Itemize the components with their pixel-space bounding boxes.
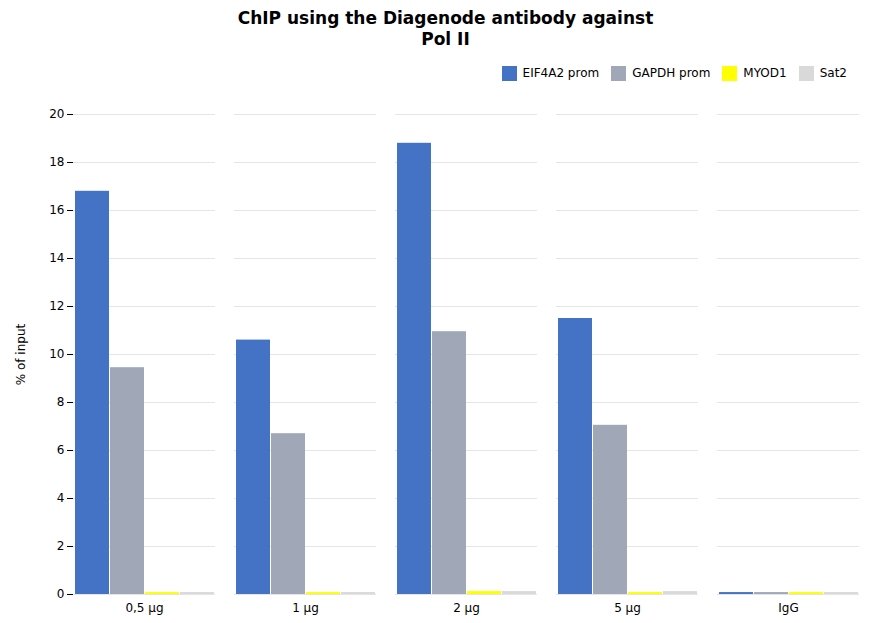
html-text:EIF4A2 prom: EIF4A2 prom bbox=[522, 66, 600, 80]
html-text:ChIP using the Diagenode antib: ChIP using the Diagenode antibody agains… bbox=[237, 8, 654, 50]
svg-text:10: 10 bbox=[49, 347, 64, 361]
svg-text:0: 0 bbox=[57, 587, 65, 601]
svg-text:4: 4 bbox=[57, 491, 65, 505]
svg-text:12: 12 bbox=[49, 299, 64, 313]
svg-text:1 µg: 1 µg bbox=[292, 601, 319, 615]
svg-text:2: 2 bbox=[57, 539, 65, 553]
svg-text:14: 14 bbox=[49, 251, 64, 265]
svg-text:0,5 µg: 0,5 µg bbox=[125, 601, 163, 615]
html-text:GAPDH prom: GAPDH prom bbox=[632, 66, 711, 80]
svg-text:20: 20 bbox=[49, 107, 64, 121]
html-text:Sat2: Sat2 bbox=[819, 66, 847, 80]
svg-text:8: 8 bbox=[57, 395, 65, 409]
svg-text:5 µg: 5 µg bbox=[614, 601, 641, 615]
html-text:MYOD1: MYOD1 bbox=[743, 66, 787, 80]
svg-text:% of input: % of input bbox=[14, 323, 28, 385]
svg-text:18: 18 bbox=[49, 155, 64, 169]
svg-text:2 µg: 2 µg bbox=[453, 601, 480, 615]
svg-text:16: 16 bbox=[49, 203, 64, 217]
svg-text:6: 6 bbox=[57, 443, 65, 457]
svg-text:IgG: IgG bbox=[778, 601, 798, 615]
